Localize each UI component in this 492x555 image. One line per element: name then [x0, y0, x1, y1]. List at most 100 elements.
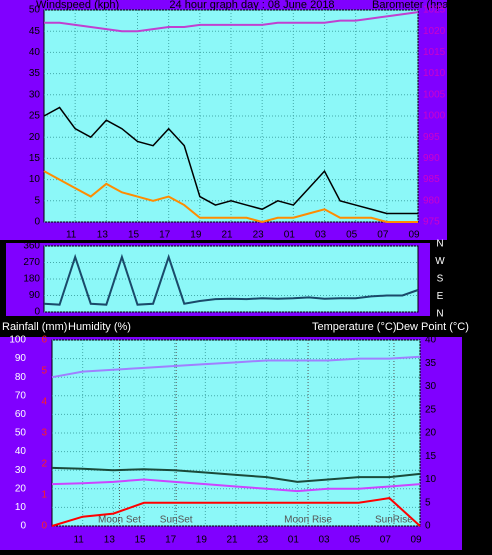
y-tick-label: 5 [34, 195, 40, 206]
y-tick-label: 10 [15, 502, 27, 513]
y-tick-label: 80 [15, 372, 27, 383]
y3-tick-label: 5 [41, 366, 47, 377]
x-tick-label: 21 [226, 535, 238, 546]
series-line [51, 355, 421, 379]
x-tick-label: 23 [253, 230, 265, 241]
y-tick-label: 270 [23, 257, 40, 268]
y-tick-label: 0 [34, 217, 40, 228]
series-line [51, 466, 421, 483]
y2-label: Barometer (hpa) [372, 0, 452, 11]
x-tick-label: 11 [73, 535, 84, 546]
dew-label: Dew Point (°C) [396, 321, 469, 333]
y-tick-label: 10 [29, 174, 41, 185]
y3-tick-label: 3 [41, 428, 47, 439]
series-line [44, 11, 419, 33]
series-line [43, 253, 419, 306]
x-tick-label: 01 [288, 535, 300, 546]
y-tick-label: 20 [15, 483, 27, 494]
y-tick-label: 25 [29, 111, 41, 122]
x-tick-label: 03 [315, 230, 327, 241]
y2-tick-label: 15 [425, 451, 437, 462]
annotation: SunSet [160, 515, 193, 526]
series-line [51, 497, 421, 527]
annotation: Moon Rise [284, 515, 332, 526]
y3-tick-label: 1 [41, 490, 47, 501]
y-tick-label: 90 [29, 290, 41, 301]
y-tick-label: 50 [15, 428, 27, 439]
y2-tick-label: 0 [425, 521, 431, 532]
x-tick-label: 23 [257, 535, 269, 546]
y2-tick-label: 40 [425, 335, 437, 346]
y2-tick-label: 1005 [423, 89, 446, 100]
compass-label: N [436, 239, 443, 250]
y2-tick-label: 5 [425, 497, 431, 508]
y-tick-label: 90 [15, 353, 27, 364]
compass-label: W [435, 256, 445, 267]
y-tick-label: 100 [9, 335, 26, 346]
y2-tick-label: 10 [425, 474, 437, 485]
y2-tick-label: 980 [423, 195, 440, 206]
x-tick-label: 09 [408, 230, 420, 241]
annotation: Moon Set [98, 515, 141, 526]
x-tick-label: 13 [97, 230, 109, 241]
x-tick-label: 13 [104, 535, 116, 546]
y3-tick-label: 4 [41, 397, 47, 408]
x-tick-label: 17 [165, 535, 177, 546]
y2-tick-label: 975 [423, 217, 440, 228]
temp-label: Temperature (°C) [312, 321, 396, 333]
x-tick-label: 03 [318, 535, 330, 546]
y2-tick-label: 30 [425, 381, 437, 392]
series-line [43, 106, 418, 215]
y-tick-label: 0 [20, 521, 26, 532]
y-label: Windspeed (kph) [36, 0, 119, 11]
y-tick-label: 35 [29, 68, 41, 79]
x-tick-label: 19 [196, 535, 208, 546]
y-tick-label: 20 [29, 132, 41, 143]
y-tick-label: 0 [34, 307, 40, 318]
compass-label: N [436, 309, 443, 320]
y2-tick-label: 1010 [423, 68, 446, 79]
y2-tick-label: 1020 [423, 26, 446, 37]
x-tick-label: 17 [159, 230, 171, 241]
y-tick-label: 30 [15, 465, 27, 476]
y2-tick-label: 25 [425, 404, 437, 415]
x-tick-label: 09 [410, 535, 422, 546]
x-tick-label: 15 [128, 230, 140, 241]
y3-tick-label: 0 [41, 521, 47, 532]
compass-label: E [437, 291, 444, 302]
y3-tick-label: 6 [41, 335, 47, 346]
series-line [43, 170, 418, 224]
y-tick-label: 70 [15, 390, 27, 401]
y2-tick-label: 1015 [423, 47, 446, 58]
x-tick-label: 05 [346, 230, 358, 241]
y-tick-label: 50 [29, 5, 41, 16]
y2-tick-label: 35 [425, 358, 437, 369]
series-line [51, 478, 421, 493]
x-tick-label: 07 [377, 230, 389, 241]
y2-tick-label: 990 [423, 153, 440, 164]
x-tick-label: 05 [349, 535, 361, 546]
x-tick-label: 01 [284, 230, 296, 241]
y-tick-label: 40 [15, 446, 27, 457]
y-tick-label: 30 [29, 89, 41, 100]
y2-tick-label: 1000 [423, 111, 446, 122]
y-tick-label: 180 [23, 274, 40, 285]
x-tick-label: 15 [134, 535, 146, 546]
x-tick-label: 11 [66, 230, 77, 241]
y2-tick-label: 985 [423, 174, 440, 185]
y-tick-label: 45 [29, 26, 41, 37]
title: 24 hour graph day : 08 June 2018 [169, 0, 334, 11]
humidity-label: Humidity (%) [68, 321, 131, 333]
compass-label: S [437, 274, 444, 285]
y-tick-label: 40 [29, 47, 41, 58]
y2-tick-label: 20 [425, 428, 437, 439]
y2-tick-label: 995 [423, 132, 440, 143]
y-tick-label: 360 [23, 241, 40, 252]
y-tick-label: 15 [29, 153, 41, 164]
rain-label: Rainfall (mm) [2, 321, 67, 333]
y2-tick-label: 1025 [423, 5, 446, 16]
x-tick-label: 07 [380, 535, 392, 546]
y-tick-label: 60 [15, 409, 27, 420]
annotation: SunRise [375, 515, 413, 526]
